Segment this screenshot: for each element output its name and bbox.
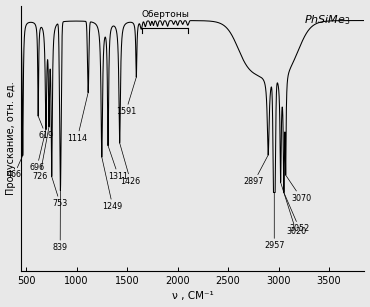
- Text: 1249: 1249: [102, 157, 123, 211]
- Text: 3052: 3052: [284, 192, 310, 233]
- Text: 3070: 3070: [286, 175, 312, 203]
- Text: 726: 726: [32, 127, 49, 181]
- Text: 839: 839: [53, 191, 68, 252]
- Text: 1114: 1114: [67, 92, 88, 143]
- Text: 696: 696: [29, 130, 46, 172]
- Text: 1311: 1311: [108, 146, 128, 181]
- X-axis label: ν , СМ⁻¹: ν , СМ⁻¹: [172, 291, 213, 301]
- Text: 2897: 2897: [244, 155, 268, 186]
- Text: 619: 619: [38, 116, 54, 140]
- Text: 466: 466: [7, 156, 23, 180]
- Text: 2957: 2957: [264, 192, 285, 250]
- Text: 1591: 1591: [116, 77, 136, 116]
- Text: Обертоны: Обертоны: [141, 10, 189, 19]
- Text: 753: 753: [52, 177, 68, 208]
- Text: 3020: 3020: [280, 182, 306, 236]
- Y-axis label: Пропускание, отн. ед.: Пропускание, отн. ед.: [6, 81, 16, 195]
- Text: 1426: 1426: [120, 143, 141, 186]
- Text: PhSiMe$_3$: PhSiMe$_3$: [304, 14, 351, 27]
